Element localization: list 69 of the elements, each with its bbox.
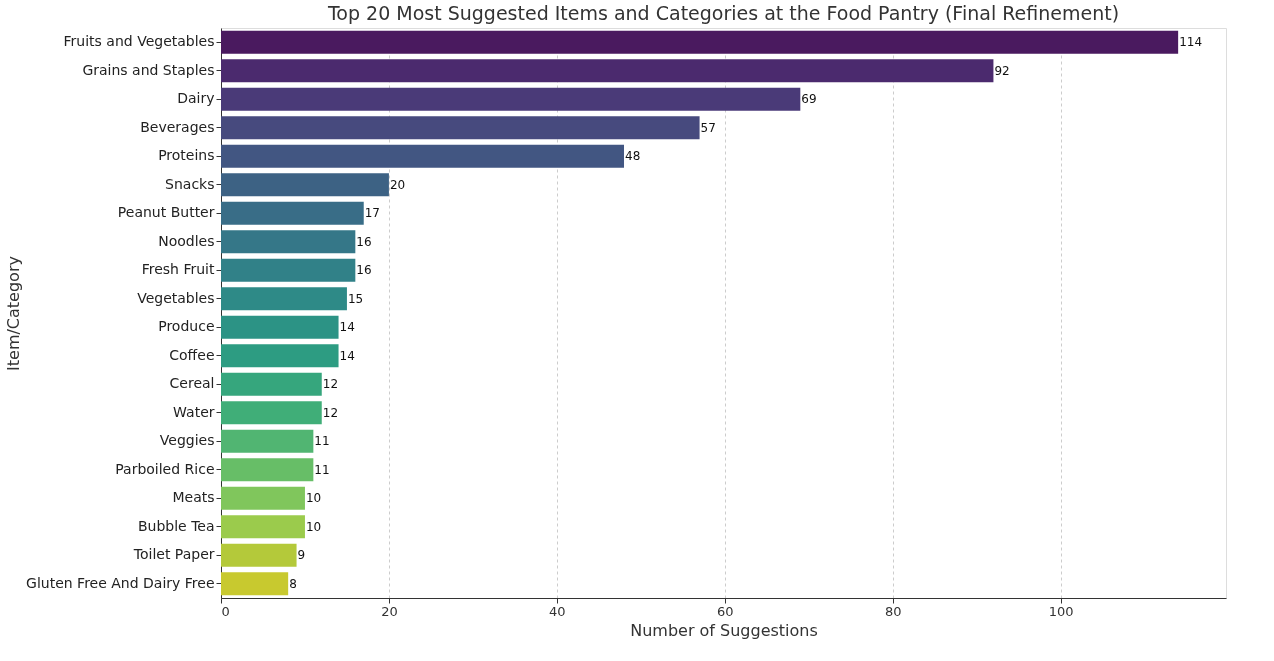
bar — [221, 429, 314, 453]
y-tick-label: Gluten Free And Dairy Free — [26, 574, 215, 591]
data-label: 16 — [356, 234, 372, 249]
x-tick-label: 100 — [1048, 603, 1074, 619]
bar — [221, 287, 347, 311]
data-label: 20 — [389, 177, 406, 192]
y-tick-label: Proteins — [158, 147, 215, 164]
bar — [221, 486, 305, 510]
x-tick-label: 40 — [549, 603, 566, 619]
data-label: 114 — [1179, 35, 1203, 50]
y-tick-label: Fresh Fruit — [141, 261, 215, 278]
y-tick-label: Dairy — [177, 90, 215, 107]
x-tick-label: 80 — [884, 603, 902, 619]
y-tick-label: Cereal — [169, 375, 215, 392]
bar — [221, 401, 322, 425]
data-label: 10 — [305, 491, 322, 506]
y-tick-label: Toilet Paper — [132, 546, 215, 563]
bar — [221, 515, 305, 539]
data-label: 14 — [339, 348, 355, 363]
data-label: 17 — [364, 206, 381, 221]
bar — [221, 87, 801, 111]
bar — [221, 372, 322, 396]
bar — [221, 230, 356, 254]
y-tick-label: Snacks — [165, 175, 215, 192]
chart-title: Top 20 Most Suggested Items and Categories at the Food Pantry (Final Refinement) — [326, 2, 1120, 24]
data-label: 10 — [305, 519, 322, 534]
data-label: 11 — [314, 462, 330, 477]
data-label: 57 — [700, 120, 716, 135]
data-label: 9 — [297, 548, 306, 563]
y-tick-label: Grains and Staples — [82, 61, 215, 78]
bar — [221, 173, 389, 197]
data-label: 48 — [625, 149, 641, 164]
bar — [221, 116, 700, 140]
bar — [221, 344, 339, 368]
data-label: 16 — [356, 263, 372, 278]
data-label: 8 — [289, 576, 297, 591]
x-tick-label: 0 — [221, 603, 230, 619]
bar — [221, 458, 314, 482]
y-tick-label: Meats — [172, 489, 215, 506]
y-tick-label: Beverages — [140, 118, 215, 135]
y-axis-title: Item/Category — [4, 256, 24, 371]
data-label: 15 — [347, 291, 364, 306]
y-tick-label: Water — [173, 403, 215, 420]
y-tick-label: Produce — [158, 318, 215, 335]
bar — [221, 59, 994, 83]
y-tick-label: Coffee — [169, 346, 215, 363]
data-label: 92 — [994, 63, 1010, 78]
bar — [221, 144, 625, 168]
y-tick-label: Peanut Butter — [117, 204, 215, 221]
y-tick-label: Vegetables — [137, 289, 215, 306]
y-tick-label: Parboiled Rice — [115, 460, 215, 477]
bar — [221, 201, 364, 225]
x-axis-title: Number of Suggestions — [630, 620, 818, 640]
bar — [221, 30, 1179, 54]
y-tick-label: Fruits and Vegetables — [63, 33, 215, 50]
y-tick-label: Noodles — [158, 232, 215, 249]
bar — [221, 543, 297, 567]
bar — [221, 572, 289, 596]
x-tick-label: 60 — [716, 603, 734, 619]
x-tick-label: 20 — [381, 603, 398, 619]
data-label: 14 — [339, 320, 355, 335]
data-label: 12 — [322, 405, 339, 420]
y-tick-label: Bubble Tea — [137, 517, 215, 534]
bar — [221, 258, 356, 282]
bar — [221, 315, 339, 339]
y-tick-label: Veggies — [159, 432, 215, 449]
data-label: 12 — [322, 377, 339, 392]
data-label: 11 — [314, 434, 330, 449]
data-label: 69 — [801, 92, 817, 107]
